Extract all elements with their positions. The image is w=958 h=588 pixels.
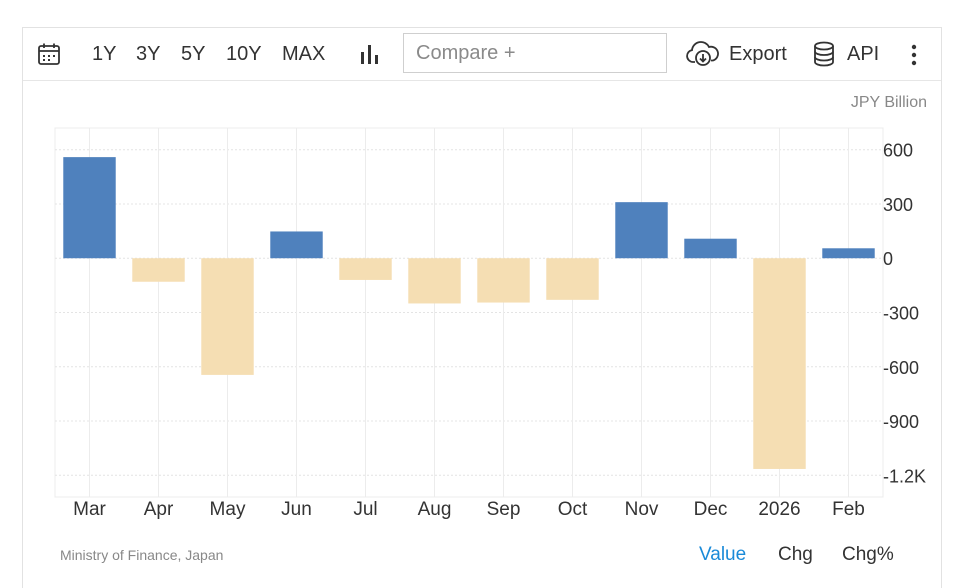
- y-tick-label: 600: [883, 141, 913, 161]
- chart-type-icon[interactable]: [359, 42, 381, 71]
- y-tick-label: -900: [883, 412, 919, 432]
- top-clipped-text: [0, 0, 958, 6]
- x-tick-label: Nov: [625, 499, 659, 520]
- calendar-icon[interactable]: [37, 42, 61, 71]
- chart-toolbar: 1Y 3Y 5Y 10Y MAX Export: [23, 28, 941, 81]
- x-tick-label: 2026: [758, 499, 800, 520]
- bar-jun[interactable]: [270, 231, 323, 259]
- x-tick-label: Aug: [418, 499, 452, 520]
- y-tick-label: -1.2K: [883, 466, 926, 486]
- range-3y-button[interactable]: 3Y: [136, 43, 161, 65]
- range-max-button[interactable]: MAX: [282, 43, 326, 65]
- x-tick-label: Apr: [144, 499, 174, 520]
- export-button[interactable]: Export: [729, 43, 787, 65]
- y-tick-label: 300: [883, 195, 913, 215]
- bar-aug[interactable]: [408, 258, 461, 304]
- x-tick-label: Oct: [558, 499, 588, 520]
- tab-chg-percent[interactable]: Chg%: [842, 544, 894, 565]
- x-tick-label: Jul: [353, 499, 377, 520]
- y-tick-label: 0: [883, 249, 893, 269]
- bar-feb[interactable]: [822, 248, 875, 259]
- y-tick-label: -300: [883, 304, 919, 324]
- x-tick-label: Dec: [694, 499, 728, 520]
- tab-chg[interactable]: Chg: [778, 544, 813, 565]
- api-button[interactable]: API: [847, 43, 880, 65]
- x-tick-label: Jun: [281, 499, 312, 520]
- tab-value[interactable]: Value: [699, 544, 747, 565]
- x-tick-label: May: [210, 499, 246, 520]
- bar-apr[interactable]: [132, 258, 185, 282]
- x-tick-label: Sep: [487, 499, 521, 520]
- bar-mar[interactable]: [63, 157, 116, 259]
- compare-input[interactable]: [414, 34, 658, 72]
- cloud-download-icon[interactable]: [686, 41, 720, 72]
- x-tick-label: Mar: [73, 499, 106, 520]
- bar-jul[interactable]: [339, 258, 392, 280]
- unit-label: JPY Billion: [850, 94, 927, 111]
- range-5y-button[interactable]: 5Y: [181, 43, 206, 65]
- y-tick-label: -600: [883, 358, 919, 378]
- range-10y-button[interactable]: 10Y: [226, 43, 262, 65]
- bar-oct[interactable]: [546, 258, 599, 300]
- chart-card: 1Y 3Y 5Y 10Y MAX Export: [22, 27, 942, 588]
- more-options-icon[interactable]: [910, 44, 918, 71]
- range-1y-button[interactable]: 1Y: [92, 43, 117, 65]
- bar-chart: 600 300 0 -300 -600 -900 -1.2K Mar Apr May Jun Jul A…: [54, 127, 926, 520]
- bar-may[interactable]: [201, 258, 254, 375]
- bar-dec[interactable]: [684, 238, 737, 259]
- source-label: Ministry of Finance, Japan: [60, 547, 224, 563]
- bar-sep[interactable]: [477, 258, 530, 303]
- database-icon[interactable]: [813, 41, 835, 72]
- compare-field[interactable]: [403, 33, 667, 73]
- bar-nov[interactable]: [615, 202, 668, 259]
- bar-2026[interactable]: [753, 258, 806, 469]
- x-tick-label: Feb: [832, 499, 865, 520]
